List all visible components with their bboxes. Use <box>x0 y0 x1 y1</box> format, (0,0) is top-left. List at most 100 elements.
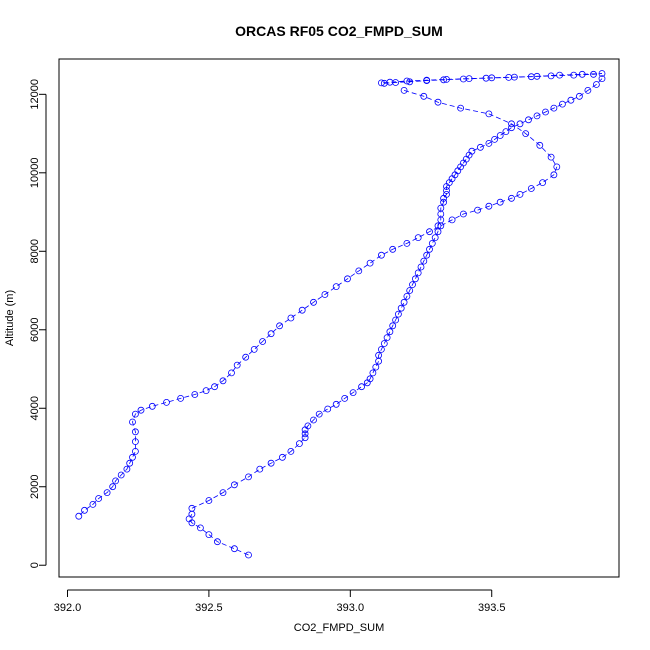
x-tick-label: 392.0 <box>54 602 82 614</box>
y-tick-label: 8000 <box>29 239 41 263</box>
data-point <box>440 198 448 206</box>
data-point <box>420 92 428 100</box>
data-point <box>103 489 111 497</box>
data-point <box>242 353 250 361</box>
plot-frame <box>58 58 620 578</box>
data-point <box>163 398 170 406</box>
data-point <box>406 78 414 86</box>
data-point <box>508 194 515 202</box>
data-point <box>256 465 264 473</box>
data-point <box>553 163 561 171</box>
data-point <box>75 512 83 520</box>
data-point <box>137 406 145 414</box>
data-point <box>414 234 422 242</box>
data-point <box>250 345 258 353</box>
data-point <box>536 141 544 149</box>
chart-title: ORCAS RF05 CO2_FMPD_SUM <box>235 23 443 39</box>
data-point <box>485 139 493 147</box>
data-point <box>233 361 241 369</box>
x-axis-label: CO2_FMPD_SUM <box>294 622 384 634</box>
data-point <box>196 524 204 532</box>
data-point <box>358 383 366 391</box>
data-point <box>403 77 411 85</box>
data-point <box>377 251 385 259</box>
series-1-line-2 <box>191 78 603 509</box>
data-point <box>485 110 493 118</box>
data-point <box>380 340 388 347</box>
data-point <box>245 473 252 481</box>
data-point <box>578 70 586 78</box>
y-tick-label: 10000 <box>29 158 41 189</box>
data-point <box>386 328 394 336</box>
data-point <box>95 495 102 502</box>
data-point <box>131 410 139 418</box>
data-point <box>383 334 391 342</box>
data-point <box>386 78 394 86</box>
data-point <box>559 100 566 108</box>
data-point <box>511 73 518 81</box>
data-point <box>191 391 199 398</box>
data-point <box>414 269 422 277</box>
data-point <box>375 351 383 359</box>
data-point <box>508 120 515 128</box>
data-point <box>397 304 405 312</box>
series-layer <box>75 70 606 559</box>
data-point <box>372 363 380 371</box>
y-tick-label: 2000 <box>29 475 41 499</box>
data-point <box>542 108 549 116</box>
data-point <box>547 72 555 80</box>
data-point <box>287 314 295 322</box>
series-2-line-2 <box>78 90 558 517</box>
data-point <box>406 287 414 294</box>
data-point <box>295 440 303 448</box>
data-point <box>304 422 312 430</box>
y-tick-label: 6000 <box>29 318 41 342</box>
data-point <box>431 234 439 242</box>
y-tick-label: 4000 <box>29 396 41 420</box>
data-point <box>496 198 504 206</box>
data-point <box>123 465 131 473</box>
data-point <box>349 389 357 397</box>
data-point <box>366 375 374 383</box>
data-point <box>508 124 515 132</box>
data-point <box>332 400 340 408</box>
data-point <box>598 70 606 77</box>
data-point <box>434 98 442 106</box>
data-point <box>321 291 329 298</box>
data-point <box>341 394 349 402</box>
data-point <box>488 74 496 82</box>
data-point <box>205 497 213 504</box>
y-tick-label: 12000 <box>29 79 41 110</box>
data-point <box>117 471 125 479</box>
x-tick-label: 392.5 <box>195 602 223 614</box>
data-point <box>267 459 275 467</box>
data-point <box>417 263 425 271</box>
data-point <box>377 79 385 87</box>
data-point <box>522 130 530 138</box>
data-point <box>109 483 117 491</box>
data-point <box>315 410 323 418</box>
data-point <box>476 143 484 151</box>
data-point <box>440 76 448 84</box>
data-point <box>259 338 267 345</box>
data-point <box>576 92 583 100</box>
y-axis-label: Altitude (m) <box>4 290 16 346</box>
data-point <box>126 459 134 467</box>
data-point <box>411 275 419 283</box>
data-point <box>443 76 450 83</box>
data-point <box>516 120 524 128</box>
data-point <box>426 228 433 236</box>
data-point <box>112 477 119 485</box>
data-point <box>423 76 431 84</box>
data-point <box>547 153 555 161</box>
data-point <box>590 70 597 78</box>
data-point <box>448 216 456 224</box>
data-point <box>525 116 532 124</box>
data-point <box>219 377 227 385</box>
data-point <box>230 481 238 489</box>
data-point <box>428 239 436 247</box>
y-axis: 0 2000 4000 6000 8000 10000 12000 <box>29 79 47 568</box>
data-point <box>491 135 499 143</box>
data-point <box>287 447 295 455</box>
